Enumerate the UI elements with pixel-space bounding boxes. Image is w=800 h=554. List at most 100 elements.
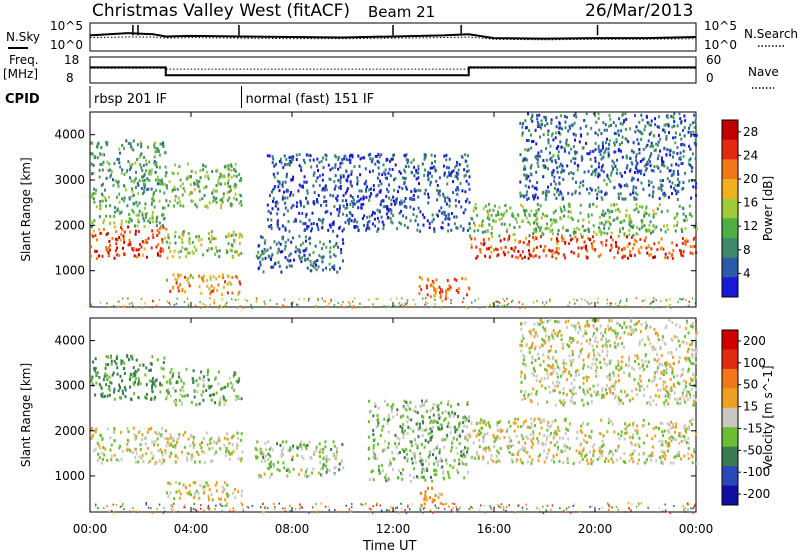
heatmap-cell (427, 462, 430, 466)
heatmap-cell (478, 248, 481, 252)
heatmap-cell (166, 440, 169, 444)
heatmap-cell (533, 335, 536, 339)
heatmap-cell (423, 502, 426, 506)
heatmap-cell (683, 134, 686, 138)
heatmap-cell (296, 446, 299, 450)
heatmap-cell (340, 251, 343, 255)
heatmap-cell (136, 181, 139, 185)
heatmap-cell (674, 430, 677, 434)
heatmap-cell (99, 301, 102, 304)
heatmap-cell (613, 255, 616, 259)
heatmap-cell (671, 125, 674, 129)
heatmap-cell (616, 158, 618, 162)
heatmap-cell (618, 143, 621, 146)
heatmap-cell (573, 298, 575, 301)
heatmap-cell (309, 456, 312, 459)
heatmap-cell (677, 169, 679, 173)
heatmap-cell (678, 441, 680, 445)
heatmap-cell (480, 241, 483, 245)
heatmap-cell (625, 138, 628, 142)
heatmap-cell (493, 436, 496, 440)
heatmap-cell (440, 423, 443, 427)
heatmap-cell (582, 218, 585, 222)
heatmap-cell (648, 183, 651, 187)
heatmap-cell (239, 233, 242, 236)
heatmap-cell (545, 226, 548, 230)
heatmap-cell (624, 170, 626, 174)
heatmap-cell (650, 231, 652, 235)
heatmap-cell (643, 214, 646, 217)
heatmap-cell (150, 168, 153, 172)
heatmap-cell (567, 202, 570, 206)
heatmap-cell (442, 210, 445, 214)
heatmap-cell (198, 376, 201, 380)
heatmap-cell (156, 437, 159, 441)
heatmap-cell (687, 452, 690, 456)
heatmap-cell (621, 326, 624, 329)
heatmap-cell (306, 266, 309, 270)
heatmap-cell (533, 373, 535, 377)
heatmap-cell (279, 157, 282, 161)
heatmap-cell (317, 299, 319, 302)
heatmap-cell (461, 429, 464, 433)
heatmap-cell (650, 131, 653, 134)
heatmap-cell (357, 228, 360, 232)
heatmap-cell (151, 390, 154, 394)
heatmap-cell (161, 433, 164, 437)
heatmap-cell (155, 304, 158, 307)
heatmap-cell (165, 171, 168, 175)
heatmap-cell (619, 122, 622, 126)
heatmap-cell (535, 142, 538, 146)
heatmap-cell (468, 434, 471, 438)
heatmap-cell (530, 333, 533, 337)
heatmap-cell (402, 432, 405, 436)
heatmap-cell (422, 468, 425, 472)
heatmap-cell (544, 192, 547, 196)
heatmap-cell (304, 444, 307, 448)
heatmap-cell (365, 188, 367, 192)
heatmap-cell (620, 184, 623, 188)
heatmap-cell (591, 244, 594, 248)
heatmap-cell (561, 239, 564, 243)
heatmap-cell (315, 268, 318, 272)
heatmap-cell (664, 230, 667, 234)
heatmap-cell (497, 451, 500, 455)
heatmap-cell (469, 234, 472, 238)
heatmap-cell (654, 148, 657, 152)
heatmap-cell (218, 400, 221, 404)
heatmap-cell (446, 425, 449, 428)
heatmap-cell (309, 263, 312, 267)
heatmap-cell (532, 236, 535, 239)
heatmap-cell (638, 205, 641, 208)
heatmap-cell (353, 226, 356, 229)
heatmap-cell (218, 439, 221, 443)
heatmap-cell (274, 204, 277, 208)
heatmap-cell (161, 453, 164, 457)
heatmap-cell (429, 408, 432, 412)
heatmap-cell (215, 196, 218, 200)
heatmap-cell (583, 240, 586, 244)
heatmap-cell (122, 246, 124, 250)
heatmap-cell (205, 204, 208, 208)
heatmap-cell (565, 138, 568, 142)
heatmap-cell (96, 441, 99, 445)
heatmap-cell (179, 249, 182, 253)
heatmap-cell (417, 426, 420, 430)
heatmap-cell (539, 155, 542, 159)
heatmap-cell (521, 256, 524, 260)
heatmap-cell (390, 298, 392, 301)
heatmap-cell (608, 139, 611, 143)
heatmap-cell (477, 432, 480, 436)
heatmap-cell (688, 427, 691, 431)
heatmap-cell (575, 150, 578, 154)
heatmap-cell (609, 375, 612, 379)
heatmap-cell (568, 301, 571, 304)
heatmap-cell (634, 166, 637, 170)
heatmap-cell (93, 449, 96, 453)
heatmap-cell (105, 383, 108, 387)
heatmap-cell (468, 201, 471, 204)
heatmap-cell (441, 226, 444, 230)
heatmap-cell (172, 437, 175, 441)
heatmap-cell (133, 202, 136, 206)
heatmap-cell (543, 419, 546, 423)
